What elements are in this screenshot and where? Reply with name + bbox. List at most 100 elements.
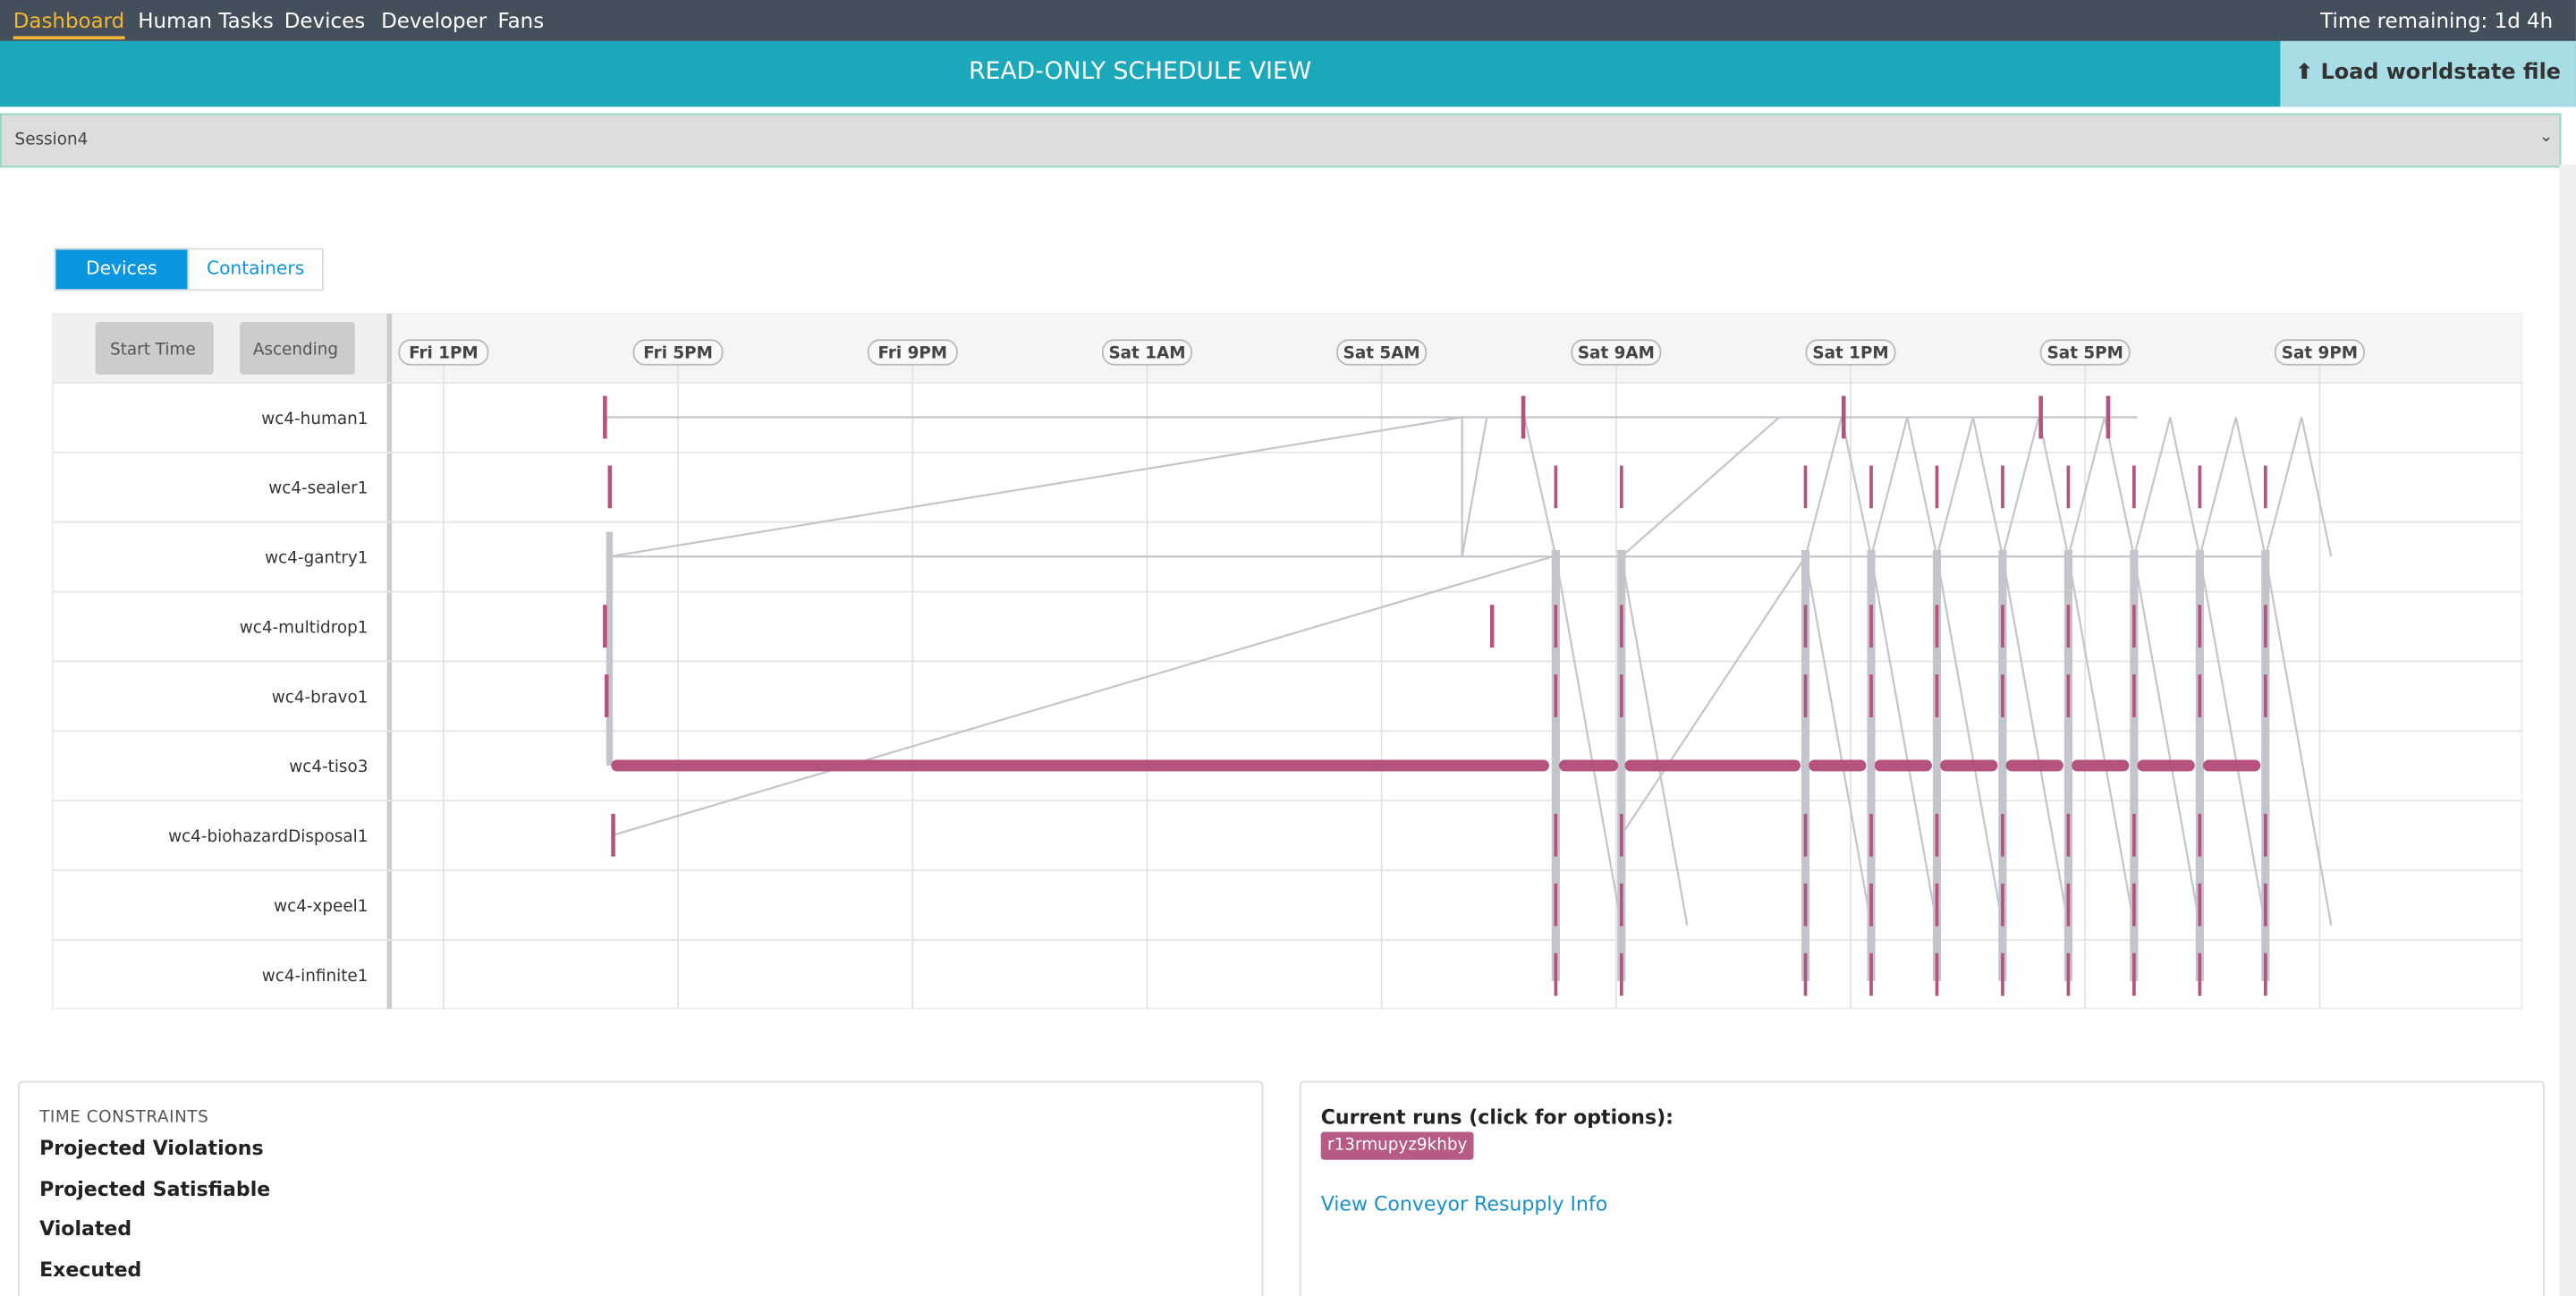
- dependency-line: [2103, 417, 2135, 557]
- load-button[interactable]: ⬆ Load worldstate file: [2280, 40, 2576, 107]
- run-badge[interactable]: r13rmupyz9khby: [1320, 1131, 1474, 1160]
- dependency-line: [2132, 556, 2201, 926]
- panel-heading: TIME CONSTRAINTS: [39, 1108, 209, 1127]
- task-bar: [2137, 759, 2195, 772]
- dependency-line: [1620, 556, 1689, 926]
- nav-item[interactable]: Dashboard: [13, 8, 125, 40]
- resupply-link[interactable]: View Conveyor Resupply Info: [1320, 1192, 1608, 1216]
- task-tick: [1803, 605, 1808, 648]
- session-value: Session4: [14, 131, 89, 150]
- task-tick: [2001, 465, 2004, 509]
- task-bar: [1940, 759, 1998, 772]
- task-tick: [603, 395, 607, 439]
- task-tick: [2132, 813, 2136, 857]
- dependency-line: [612, 555, 1553, 836]
- task-tick: [2198, 465, 2202, 509]
- task-tick: [1619, 953, 1623, 996]
- sort-field-label: Start Time: [110, 341, 196, 360]
- time-label: Sat 9PM: [2282, 343, 2358, 362]
- task-tick: [2198, 813, 2202, 857]
- dependency-line: [609, 416, 1462, 558]
- dependency-line: [1971, 417, 2004, 557]
- task-tick: [2263, 953, 2267, 996]
- task-tick: [1619, 883, 1623, 927]
- task-tick: [2263, 813, 2267, 857]
- time-label: Fri 9PM: [877, 343, 947, 362]
- time-label: Fri 5PM: [643, 343, 713, 362]
- time-pill: [398, 339, 489, 366]
- device-label: wc4-human1: [261, 410, 368, 428]
- task-tick: [1869, 953, 1873, 996]
- task-tick: [2198, 953, 2202, 996]
- dependency-line: [2132, 417, 2172, 557]
- task-tick: [2132, 674, 2136, 717]
- task-bar: [1559, 759, 1619, 772]
- task-tick: [1935, 953, 1939, 996]
- task-tick: [1619, 813, 1623, 857]
- cycle-bar: [2063, 549, 2072, 981]
- schedule-chart: Start Time Ascending wc4-human1 wc4-sealer1…: [51, 312, 2523, 1010]
- dependency-line: [1804, 556, 1873, 926]
- task-tick: [1803, 674, 1808, 717]
- dependency-line: [1869, 556, 1938, 926]
- time-pill: [2274, 339, 2365, 366]
- dependency-line: [1621, 416, 1780, 558]
- dependency-line: [1461, 417, 1488, 557]
- dependency-line: [1555, 556, 1623, 926]
- task-tick: [2001, 813, 2004, 857]
- task-bar: [2203, 759, 2261, 772]
- task-tick: [1554, 883, 1558, 927]
- dependency-line: [2038, 417, 2070, 557]
- cycle-bar: [1998, 549, 2007, 981]
- constraint-item: Projected Satisfiable: [39, 1176, 271, 1200]
- task-bar: [1809, 759, 1867, 772]
- task-tick: [2263, 605, 2267, 648]
- nav-item[interactable]: Fans: [497, 8, 545, 33]
- task-tick: [2263, 465, 2267, 509]
- device-label: wc4-biohazardDisposal1: [168, 827, 368, 846]
- task-tick: [611, 813, 615, 857]
- task-bar: [2072, 759, 2130, 772]
- time-label: Sat 5PM: [2047, 343, 2123, 362]
- dependency-line: [1804, 417, 1843, 557]
- tab-containers[interactable]: Containers: [187, 248, 324, 292]
- task-tick: [1869, 813, 1873, 857]
- dependency-line: [2199, 556, 2267, 926]
- task-tick: [2066, 674, 2071, 717]
- task-bar: [1624, 759, 1801, 772]
- cycle-bar: [2261, 549, 2270, 981]
- task-tick: [1521, 395, 1526, 439]
- task-tick: [2066, 605, 2071, 648]
- nav-item[interactable]: Devices: [284, 8, 366, 33]
- dependency-line: [1840, 417, 1873, 557]
- task-bar: [2005, 759, 2063, 772]
- device-label: wc4-multidrop1: [240, 618, 369, 637]
- task-tick: [2001, 674, 2004, 717]
- load-button-label[interactable]: Load worldstate file: [2320, 60, 2561, 86]
- session-select[interactable]: Session4 ⌄: [0, 113, 2562, 168]
- dependency-line: [2001, 417, 2040, 557]
- dependency-line: [1936, 556, 2004, 926]
- time-pill: [2039, 339, 2131, 366]
- nav-bar: Time remaining: 1d 4h Dashboard Human Tas…: [0, 0, 2576, 41]
- device-label: wc4-xpeel1: [274, 897, 368, 916]
- dependency-line: [1869, 417, 1909, 557]
- task-tick: [2132, 465, 2136, 509]
- task-tick: [2263, 883, 2267, 927]
- task-tick: [1935, 605, 1939, 648]
- task-tick: [2001, 953, 2004, 996]
- nav-item[interactable]: Human Tasks: [138, 8, 274, 33]
- task-tick: [607, 465, 613, 509]
- device-label: wc4-infinite1: [262, 967, 369, 986]
- cycle-bar: [1617, 549, 1626, 981]
- tab-devices[interactable]: Devices: [54, 248, 190, 292]
- task-tick: [2066, 813, 2071, 857]
- task-tick: [2106, 395, 2111, 439]
- device-label: wc4-gantry1: [265, 549, 368, 568]
- dependency-line: [2199, 417, 2237, 557]
- task-tick: [1803, 813, 1808, 857]
- nav-item[interactable]: Developer: [381, 8, 487, 33]
- task-tick: [1619, 674, 1623, 717]
- task-tick: [1935, 465, 1939, 509]
